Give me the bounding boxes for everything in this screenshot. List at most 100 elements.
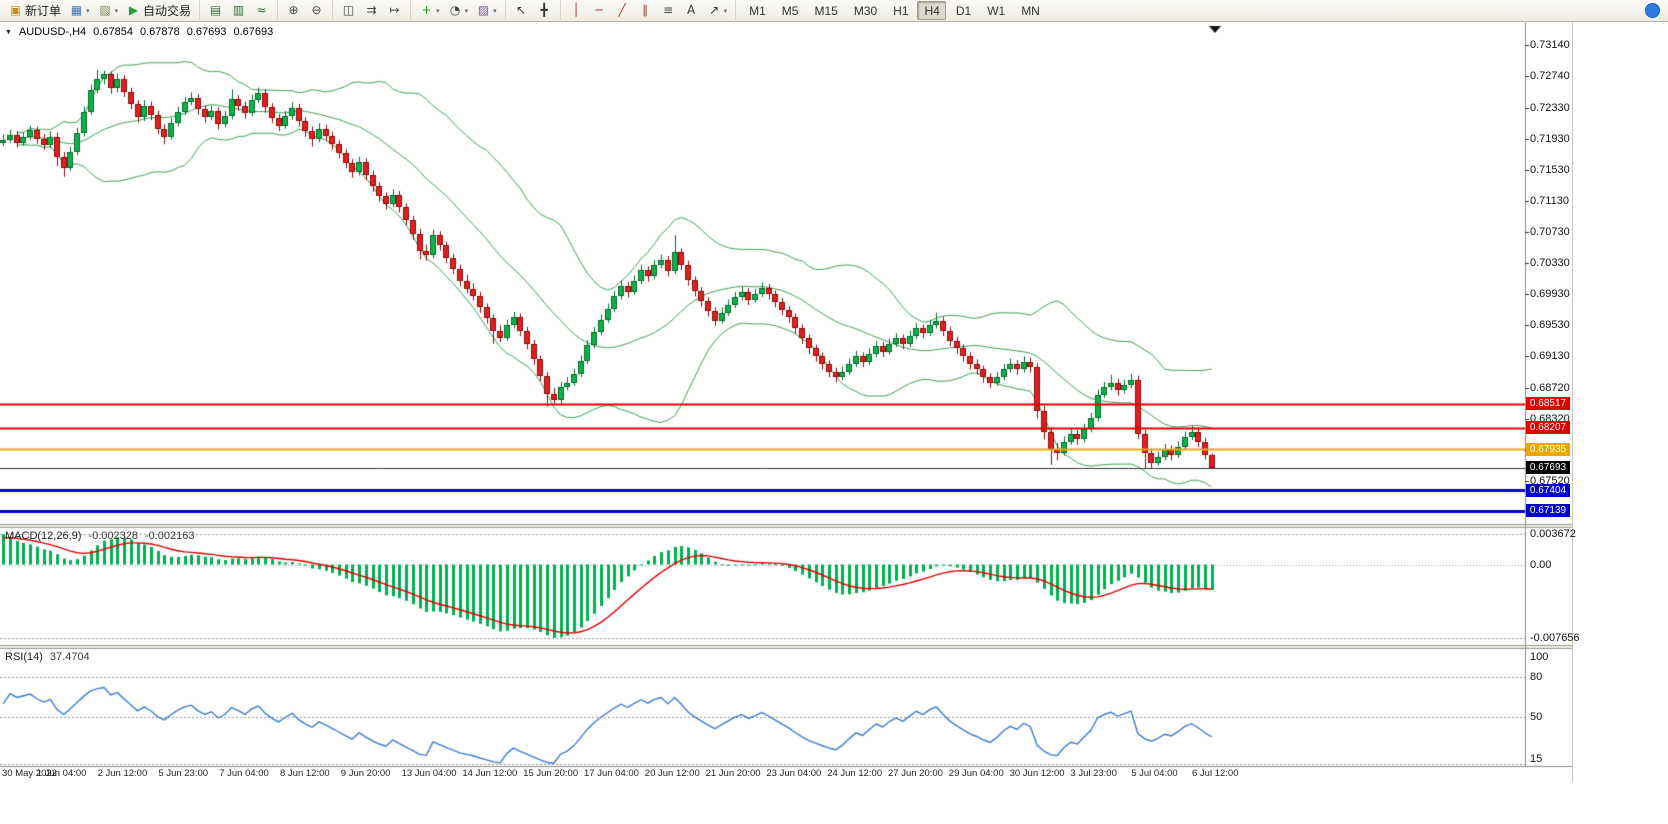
zoom-in-icon: ⊕ [288, 3, 299, 17]
auto-scroll-button[interactable]: ⇉ [361, 1, 382, 20]
tf-h1-button-label: H1 [893, 3, 909, 18]
macd-indicator-title: MACD(12,26,9) -0.002328 -0.002163 [5, 530, 195, 542]
tile-windows-button[interactable]: ◫ [338, 1, 359, 20]
new-chart-icon: ▦ [70, 3, 83, 17]
tf-m30-button-label: M30 [853, 3, 878, 18]
text-icon: A [687, 3, 696, 17]
cursor-button[interactable]: ↖ [511, 1, 532, 20]
channel-button[interactable]: ∥ [635, 1, 656, 20]
toolbar-group-window: ◫ ⇉ ↦ [332, 0, 410, 22]
symbol-timeframe-label: AUDUSD-,H4 [18, 26, 87, 38]
cursor-icon: ↖ [516, 3, 527, 17]
toolbar-group-timeframes: M1 M5 M15 M30 H1 H4 D1 W1 MN [735, 0, 1051, 22]
toolbar-group-zoom: ⊕ ⊖ [277, 0, 332, 22]
indicators-button-dropdown-icon[interactable]: ▾ [436, 7, 440, 15]
templates-button-dropdown-icon[interactable]: ▾ [493, 7, 497, 15]
auto-scroll-icon: ⇉ [366, 3, 377, 17]
main-toolbar: ▣ 新订单 ▦ ▾ ▧ ▾ ▶ 自动交易 ▤ ▥ ≈ ⊕ ⊖ ◫ ⇉ ↦ + ▾ ◔ ▾ ▨ ▾ ↖ ╋ │ ─ ╱ ∥ ≡ A ↗ ▾ M1 M… [0, 0, 1668, 22]
tf-m30-button[interactable]: M30 [846, 1, 883, 20]
zoom-in-button[interactable]: ⊕ [283, 1, 304, 20]
trendline-icon: ╱ [618, 3, 626, 17]
symbol-dropdown-icon[interactable]: ▼ [5, 28, 12, 36]
tf-w1-button-label: W1 [987, 3, 1006, 18]
tf-mn-button[interactable]: MN [1013, 1, 1046, 20]
tf-m1-button[interactable]: M1 [741, 1, 772, 20]
line-chart-icon: ≈ [256, 3, 267, 17]
vertical-line-icon: │ [572, 3, 580, 17]
autotrading-button-label: 自动交易 [143, 4, 192, 18]
tf-m15-button-label: M15 [814, 3, 838, 18]
templates-button[interactable]: ▨ ▾ [473, 1, 500, 20]
arrows-button-dropdown-icon[interactable]: ▾ [723, 7, 728, 15]
fibonacci-icon: ≡ [663, 3, 674, 17]
tf-h1-button[interactable]: H1 [885, 1, 914, 20]
autotrading-icon: ▶ [128, 3, 139, 17]
chart-shift-button[interactable]: ↦ [384, 1, 405, 20]
zoom-out-button[interactable]: ⊖ [306, 1, 327, 20]
ohlc-low-value: 0.67693 [186, 26, 227, 38]
templates-icon: ▨ [477, 3, 490, 17]
periods-icon: ◔ [449, 3, 461, 17]
autotrading-button[interactable]: ▶ 自动交易 [123, 1, 194, 20]
candlestick-icon: ▥ [232, 3, 245, 17]
arrows-icon: ↗ [709, 3, 720, 17]
tf-h4-button-label: H4 [924, 3, 940, 18]
new-order-button-label: 新订单 [25, 4, 62, 18]
chart-shift-icon: ↦ [389, 3, 400, 17]
macd-title-label: MACD(12,26,9) [5, 530, 82, 542]
chart-canvas[interactable] [0, 22, 1572, 782]
new-order-button[interactable]: ▣ 新订单 [5, 1, 64, 20]
horizontal-line-icon: ─ [595, 3, 603, 17]
profiles-button[interactable]: ▧ ▾ [95, 1, 122, 20]
ohlc-open-value: 0.67854 [93, 26, 133, 38]
fibonacci-button[interactable]: ≡ [658, 1, 679, 20]
tf-mn-button-label: MN [1021, 3, 1040, 18]
bar-chart-button[interactable]: ▤ [205, 1, 226, 20]
community-button[interactable] [1645, 3, 1660, 18]
toolbar-group-objects: │ ─ ╱ ∥ ≡ A ↗ ▾ [559, 0, 736, 22]
macd-main-value: -0.002328 [88, 530, 138, 542]
channel-icon: ∥ [642, 3, 649, 17]
ohlc-close-value: 0.67693 [233, 26, 274, 38]
rsi-indicator-title: RSI(14) 37.4704 [5, 651, 90, 663]
horizontal-line-button[interactable]: ─ [589, 1, 610, 20]
indicators-button[interactable]: + ▾ [416, 1, 443, 20]
trendline-button[interactable]: ╱ [612, 1, 633, 20]
tf-m5-button[interactable]: M5 [774, 1, 805, 20]
vertical-line-button[interactable]: │ [566, 1, 587, 20]
text-button[interactable]: A [681, 1, 702, 20]
chart-symbol-info: ▼ AUDUSD-,H4 0.67854 0.67878 0.67693 0.6… [5, 26, 273, 38]
tile-windows-icon: ◫ [342, 3, 355, 17]
rsi-value: 37.4704 [49, 651, 90, 663]
crosshair-icon: ╋ [540, 3, 548, 17]
arrows-button[interactable]: ↗ ▾ [704, 1, 731, 20]
tf-m15-button[interactable]: M15 [806, 1, 843, 20]
new-chart-button[interactable]: ▦ ▾ [66, 1, 93, 20]
indicators-icon: + [421, 3, 432, 17]
toolbar-group-standard: ▣ 新订单 ▦ ▾ ▧ ▾ ▶ 自动交易 [0, 0, 199, 22]
profiles-icon: ▧ [99, 3, 111, 17]
new-chart-button-dropdown-icon[interactable]: ▾ [86, 7, 90, 15]
profiles-button-dropdown-icon[interactable]: ▾ [114, 7, 119, 15]
toolbar-group-cursor: ↖ ╋ [504, 0, 560, 22]
periods-button[interactable]: ◔ ▾ [445, 1, 472, 20]
crosshair-button[interactable]: ╋ [534, 1, 555, 20]
zoom-out-icon: ⊖ [311, 3, 322, 17]
rsi-title-label: RSI(14) [5, 651, 43, 663]
tf-m5-button-label: M5 [781, 3, 799, 18]
chart-window[interactable]: ▼ AUDUSD-,H4 0.67854 0.67878 0.67693 0.6… [0, 22, 1580, 782]
bar-chart-icon: ▤ [209, 3, 222, 17]
tf-m1-button-label: M1 [749, 3, 766, 18]
macd-signal-value: -0.002163 [144, 530, 195, 542]
toolbar-group-insert: + ▾ ◔ ▾ ▨ ▾ [410, 0, 505, 22]
toolbar-group-chart-type: ▤ ▥ ≈ [199, 0, 277, 22]
line-chart-button[interactable]: ≈ [251, 1, 272, 20]
tf-w1-button[interactable]: W1 [979, 1, 1011, 20]
tf-d1-button-label: D1 [955, 3, 972, 18]
new-order-icon: ▣ [9, 3, 22, 17]
candlestick-button[interactable]: ▥ [228, 1, 249, 20]
tf-h4-button[interactable]: H4 [916, 1, 946, 20]
ohlc-high-value: 0.67878 [139, 26, 180, 38]
periods-button-dropdown-icon[interactable]: ▾ [464, 7, 469, 15]
tf-d1-button[interactable]: D1 [948, 1, 977, 20]
